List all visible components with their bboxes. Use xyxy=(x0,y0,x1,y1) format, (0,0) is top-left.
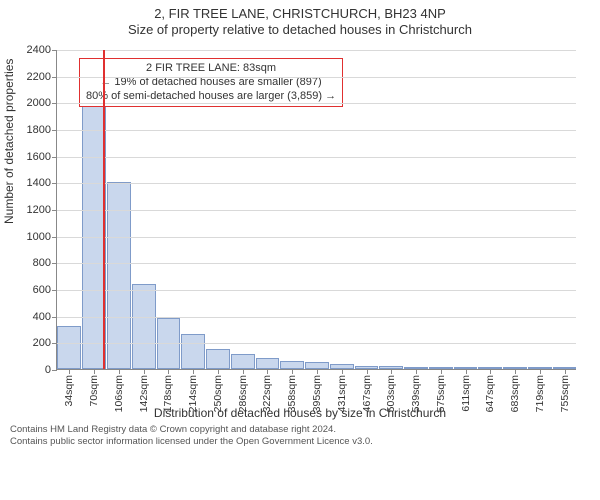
gridline xyxy=(57,77,576,78)
annotation-line-2: ← 19% of detached houses are smaller (89… xyxy=(86,76,336,90)
y-tickmark xyxy=(52,290,57,291)
x-tickmark xyxy=(565,369,566,374)
y-tick-label: 1200 xyxy=(27,204,51,216)
annotation-line-1: 2 FIR TREE LANE: 83sqm xyxy=(86,62,336,76)
x-tick-label: 34sqm xyxy=(63,375,75,407)
y-tickmark xyxy=(52,183,57,184)
x-tick-label: 70sqm xyxy=(88,375,100,407)
gridline xyxy=(57,210,576,211)
x-tickmark xyxy=(218,369,219,374)
y-tickmark xyxy=(52,50,57,51)
y-tickmark xyxy=(52,343,57,344)
y-tickmark xyxy=(52,263,57,264)
x-axis-label: Distribution of detached houses by size … xyxy=(0,406,600,420)
y-tick-label: 600 xyxy=(33,284,51,296)
gridline xyxy=(57,130,576,131)
y-tickmark xyxy=(52,157,57,158)
x-tickmark xyxy=(193,369,194,374)
x-tickmark xyxy=(490,369,491,374)
x-tickmark xyxy=(292,369,293,374)
y-tickmark xyxy=(52,237,57,238)
x-tickmark xyxy=(144,369,145,374)
x-tickmark xyxy=(515,369,516,374)
gridline xyxy=(57,50,576,51)
y-tick-label: 1800 xyxy=(27,124,51,136)
y-tickmark xyxy=(52,130,57,131)
x-tickmark xyxy=(94,369,95,374)
chart-title-block: 2, FIR TREE LANE, CHRISTCHURCH, BH23 4NP… xyxy=(0,0,600,39)
gridline xyxy=(57,317,576,318)
y-tick-label: 2400 xyxy=(27,44,51,56)
y-tick-label: 1400 xyxy=(27,177,51,189)
gridline xyxy=(57,103,576,104)
y-tick-label: 1600 xyxy=(27,151,51,163)
y-tickmark xyxy=(52,317,57,318)
histogram-bar xyxy=(206,349,230,369)
annotation-line-3: 80% of semi-detached houses are larger (… xyxy=(86,90,336,104)
gridline xyxy=(57,343,576,344)
y-tickmark xyxy=(52,210,57,211)
gridline xyxy=(57,157,576,158)
x-tickmark xyxy=(540,369,541,374)
annotation-box: 2 FIR TREE LANE: 83sqm ← 19% of detached… xyxy=(79,58,343,107)
y-tick-label: 400 xyxy=(33,311,51,323)
y-tick-label: 200 xyxy=(33,337,51,349)
x-tickmark xyxy=(466,369,467,374)
histogram-bar xyxy=(305,362,329,369)
x-tickmark xyxy=(416,369,417,374)
y-tick-label: 0 xyxy=(45,364,51,376)
y-tickmark xyxy=(52,77,57,78)
footer-attribution: Contains HM Land Registry data © Crown c… xyxy=(0,424,600,448)
plot-area: 34sqm70sqm106sqm142sqm178sqm214sqm250sqm… xyxy=(56,50,576,370)
x-tickmark xyxy=(168,369,169,374)
footer-line-2: Contains public sector information licen… xyxy=(10,436,590,448)
x-tickmark xyxy=(342,369,343,374)
x-tickmark xyxy=(367,369,368,374)
histogram-bar xyxy=(256,358,280,369)
histogram-bar xyxy=(57,326,81,369)
chart-area: Number of detached properties 34sqm70sqm… xyxy=(0,44,600,450)
y-tick-label: 800 xyxy=(33,257,51,269)
chart-title-address: 2, FIR TREE LANE, CHRISTCHURCH, BH23 4NP xyxy=(0,6,600,22)
y-tick-label: 2200 xyxy=(27,71,51,83)
y-tick-label: 2000 xyxy=(27,97,51,109)
histogram-bar xyxy=(231,354,255,369)
x-tickmark xyxy=(441,369,442,374)
histogram-bar xyxy=(280,361,304,369)
x-tickmark xyxy=(267,369,268,374)
chart-title-desc: Size of property relative to detached ho… xyxy=(0,22,600,38)
x-tickmark xyxy=(317,369,318,374)
gridline xyxy=(57,290,576,291)
footer-line-1: Contains HM Land Registry data © Crown c… xyxy=(10,424,590,436)
x-tickmark xyxy=(119,369,120,374)
y-tickmark xyxy=(52,370,57,371)
y-tickmark xyxy=(52,103,57,104)
x-tickmark xyxy=(243,369,244,374)
property-marker-line xyxy=(103,50,105,369)
y-tick-label: 1000 xyxy=(27,231,51,243)
gridline xyxy=(57,183,576,184)
gridline xyxy=(57,263,576,264)
x-tickmark xyxy=(391,369,392,374)
histogram-bar xyxy=(132,284,156,369)
y-axis-label: Number of detached properties xyxy=(2,59,16,224)
x-tickmark xyxy=(69,369,70,374)
gridline xyxy=(57,237,576,238)
histogram-bar xyxy=(181,334,205,369)
